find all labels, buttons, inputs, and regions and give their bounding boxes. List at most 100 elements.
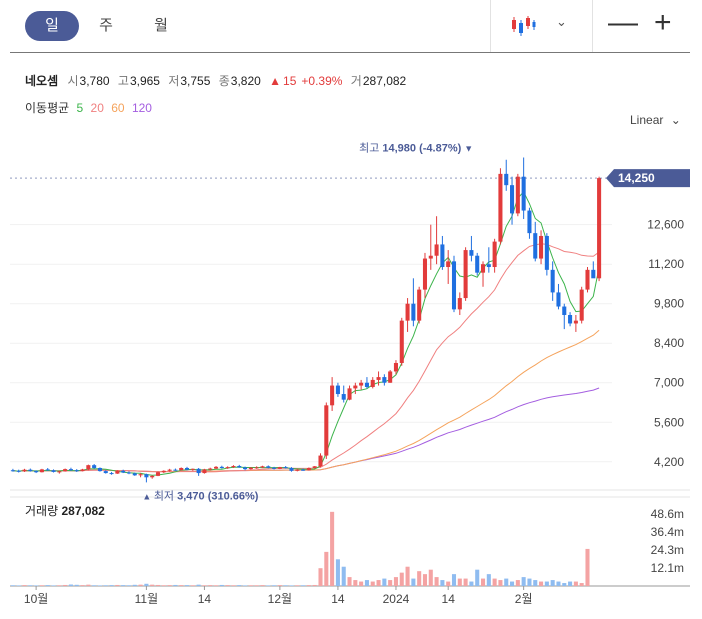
zoom-in-icon[interactable]: + [654,6,672,39]
divider [592,0,593,52]
volume-bar [324,551,329,586]
volume-bar [155,584,161,586]
candle-body [184,467,190,470]
candle-body [417,289,422,321]
ma5-legend[interactable]: 5 [76,101,84,115]
volume-bar [417,571,422,586]
chevron-down-icon[interactable]: ⌄ [556,14,567,29]
volume-bar [376,580,381,586]
candle-body [248,467,253,470]
ma20-legend[interactable]: 20 [90,101,104,115]
volume-bar [126,585,132,586]
volume-bar [579,583,584,586]
scale-selector[interactable]: Linear ⌄ [630,113,681,127]
volume-bar [434,577,439,586]
tab-week[interactable]: 주 [99,17,113,34]
volume-tick-label: 12.1m [651,561,684,575]
volume-bar [353,580,358,586]
volume-bar [562,583,567,586]
change-up-icon: ▲ [269,74,282,88]
candle-body [86,465,91,470]
candle-body [254,467,259,469]
candle-body [16,470,21,472]
candle-body [63,469,68,472]
x-tick-label: 14 [331,592,345,606]
volume-bar [214,585,219,586]
candle-body [428,255,433,259]
volume-bar [219,584,224,586]
volume-bar [312,584,317,586]
volume-bar [86,584,91,586]
volume-bar [109,585,114,586]
ma120-legend[interactable]: 120 [131,101,152,115]
volume-bar [388,580,393,586]
volume-bar [347,577,352,586]
volume-bar [364,580,369,586]
candle-body [486,264,491,268]
volume-bar [266,585,271,586]
volume-panel-label: 거래량 [25,504,59,518]
chart-toolbar: 일 주 월 ⌄ — + [10,0,690,53]
candle-body [150,475,155,478]
candle-body [562,306,567,315]
candle-body [260,466,265,468]
candle-body [161,470,166,473]
high-annotation: 최고 14,980 (-4.87%) ▼ [359,142,473,155]
tab-day[interactable]: 일 [25,11,79,41]
candle-body [231,466,236,468]
candle-body [597,178,602,279]
candle-body [57,471,62,473]
candle-body [388,371,393,383]
candle-body [97,467,102,472]
volume-bar [318,568,323,586]
volume-bar [161,585,166,586]
candle-body [440,244,445,268]
candle-body [585,269,590,290]
volume-bar [428,569,433,586]
volume-bar [359,581,364,586]
candle-body [515,176,520,214]
candle-body [115,470,120,474]
volume-bar [533,580,538,586]
candle-body [39,469,44,473]
candle-body [539,235,544,259]
volume-tick-label: 24.3m [651,543,684,557]
volume-tick-label: 36.4m [651,525,684,539]
volume-bar [144,583,149,586]
volume-bar [243,585,248,586]
tab-month[interactable]: 월 [154,17,168,34]
candle-body [272,467,277,469]
candle-body [341,394,346,400]
volume-bar [115,584,120,586]
volume-bar [202,585,207,586]
volume-bar [446,581,451,586]
zoom-out-icon[interactable]: — [608,6,638,39]
ma60-legend[interactable]: 60 [111,101,125,115]
volume-bar [57,585,62,586]
volume-panel-title: 거래량 287,082 [25,502,105,519]
moving-average-legend: 이동평균 5 20 60 120 [25,99,156,116]
volume-panel-value: 287,082 [61,504,105,518]
volume-bar [370,581,375,586]
candle-body [510,185,515,214]
candle-body [289,467,294,471]
candle-body [573,320,578,324]
candle-body [225,467,230,469]
x-tick-label: 2월 [515,592,533,606]
ma5-line [12,191,600,476]
candle-body [330,385,335,406]
candle-body [527,210,532,234]
candlestick-chart-type-icon[interactable] [510,14,536,38]
candle-body [353,385,358,389]
low-annotation: ▲ 최저 3,470 (310.66%) [142,489,258,502]
volume-bar [521,577,526,586]
candle-body [451,261,457,310]
candle-body [318,455,323,467]
ma120-line [12,387,600,473]
candle-body [22,469,27,472]
candle-body [370,379,375,387]
candle-body [208,468,213,470]
candle-body [306,467,311,471]
volume-bar [330,511,335,586]
